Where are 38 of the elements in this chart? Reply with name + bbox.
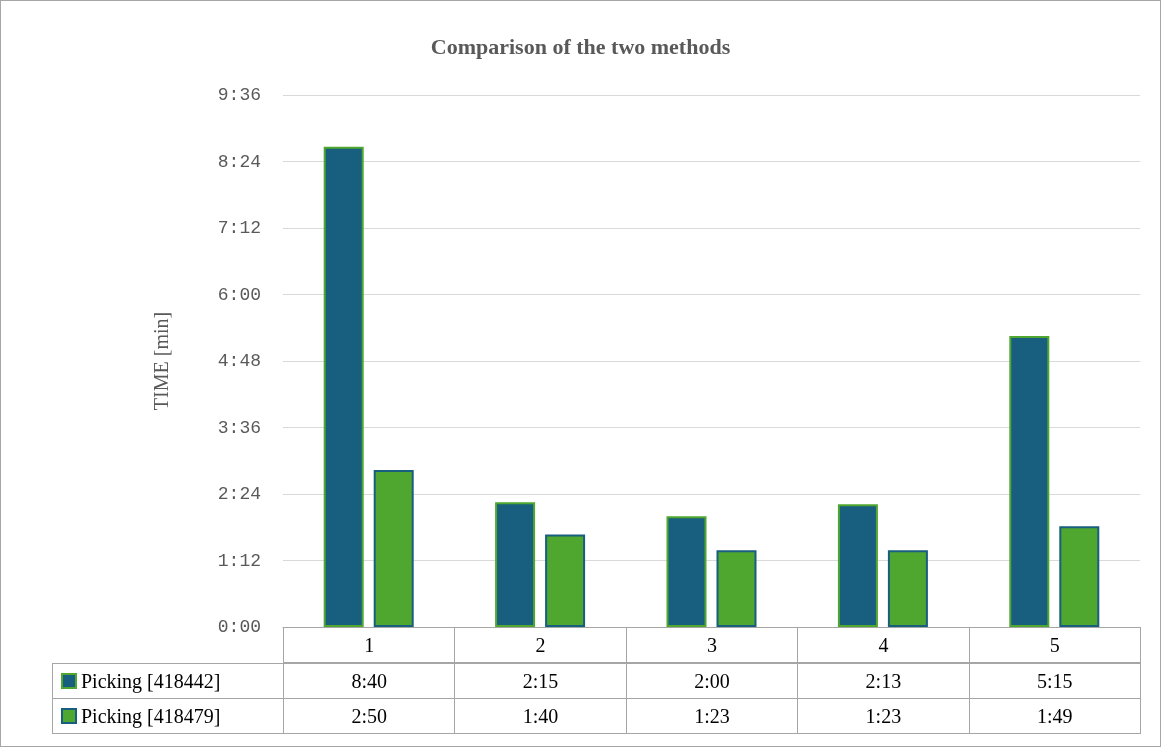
y-tick-label: 9:36 [217, 85, 261, 105]
legend-label: Picking [418479] [52, 698, 284, 734]
data-label: 1:23 [625, 698, 799, 734]
bar [323, 146, 364, 627]
data-label: 2:50 [283, 698, 456, 734]
y-tick-label: 3:36 [217, 417, 261, 438]
bar [373, 470, 414, 627]
x-tick-label: 3 [625, 627, 799, 663]
y-tick-label: 7:12 [217, 218, 261, 238]
data-label: 1:40 [454, 698, 627, 734]
bar [545, 534, 586, 627]
y-tick-label: 8:24 [217, 151, 261, 172]
bar [666, 516, 707, 627]
chart-title: Comparison of the two methods [430, 33, 731, 59]
data-label: 1:49 [968, 698, 1141, 734]
bar [1009, 336, 1050, 627]
bar [495, 502, 536, 627]
x-tick-label: 1 [283, 627, 456, 663]
legend-label: Picking [418442] [52, 663, 284, 699]
y-tick-label: 4:48 [217, 351, 261, 371]
y-axis-title: TIME [min] [150, 311, 172, 411]
data-label: 2:13 [797, 663, 970, 699]
data-label: 1:23 [797, 698, 970, 734]
bar [887, 550, 928, 627]
y-tick-label: 1:12 [217, 550, 261, 571]
bar [837, 504, 878, 627]
x-tick-label: 2 [454, 627, 627, 663]
data-label: 5:15 [968, 663, 1141, 699]
x-tick-label: 5 [968, 627, 1141, 663]
bar [716, 550, 757, 627]
bar [1059, 526, 1100, 627]
data-label: 2:00 [625, 663, 799, 699]
y-tick-label: 6:00 [217, 284, 261, 305]
data-label: 8:40 [283, 663, 456, 699]
y-tick-label: 0:00 [217, 617, 261, 637]
data-label: 2:15 [454, 663, 627, 699]
y-tick-label: 2:24 [217, 484, 261, 504]
x-tick-label: 4 [797, 627, 970, 663]
